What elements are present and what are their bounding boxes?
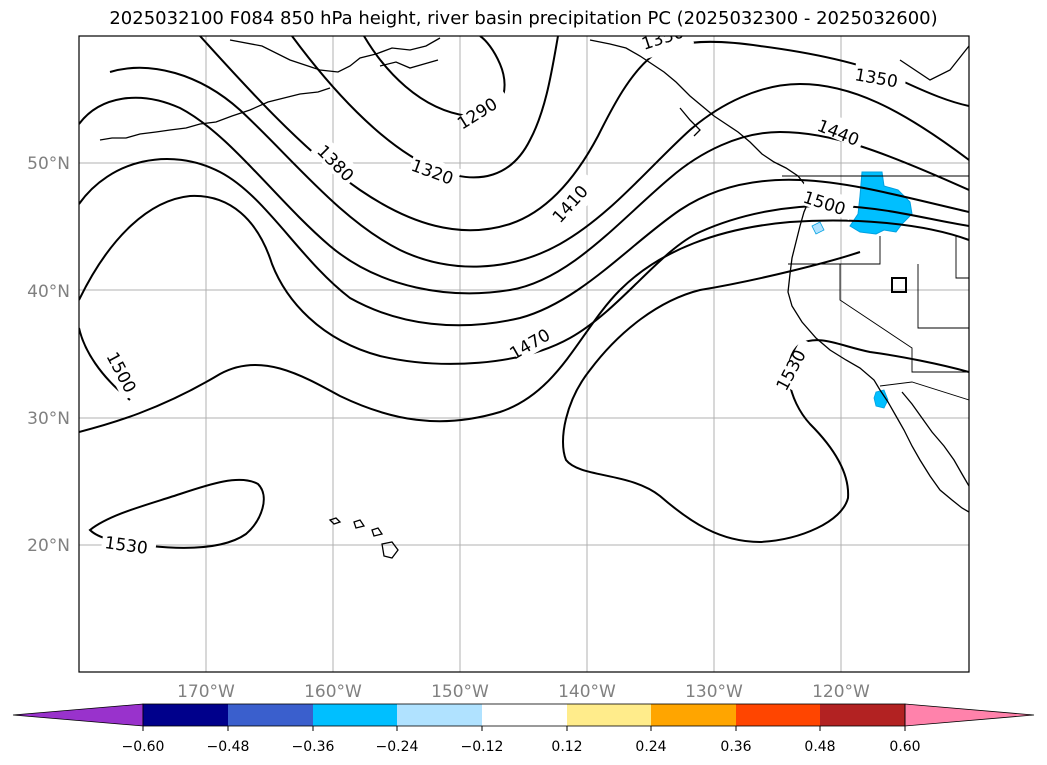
colorbar-tick: 0.12 xyxy=(551,739,582,755)
colorbar-tick: 0.36 xyxy=(720,739,751,755)
lat-label-20n: 20°N xyxy=(27,536,70,556)
colorbar-segment xyxy=(567,704,651,726)
colorbar: −0.60 −0.48 −0.36 −0.24 −0.12 0.12 0.24 … xyxy=(12,703,1035,755)
lon-label-120w: 120°W xyxy=(812,682,870,702)
colorbar-segment xyxy=(736,704,820,726)
gridlines xyxy=(79,36,969,672)
lon-label-160w: 160°W xyxy=(304,682,362,702)
lat-label-50n: 50°N xyxy=(27,154,70,174)
colorbar-tick: 0.48 xyxy=(804,739,835,755)
colorbar-extend-low xyxy=(12,703,144,727)
coastlines xyxy=(99,37,969,559)
lat-label-40n: 40°N xyxy=(27,282,70,302)
latitude-labels: 50°N 40°N 30°N 20°N xyxy=(27,154,70,556)
colorbar-tick: 0.24 xyxy=(635,739,666,755)
colorbar-segment xyxy=(228,704,313,726)
colorbar-tick: −0.36 xyxy=(292,739,335,755)
colorbar-segment xyxy=(143,704,228,726)
contour-label-1500-west: 1500 xyxy=(102,349,140,397)
lon-label-170w: 170°W xyxy=(177,682,235,702)
lon-label-150w: 150°W xyxy=(431,682,489,702)
colorbar-segment xyxy=(313,704,397,726)
colorbar-tick: 0.60 xyxy=(889,739,920,755)
lon-label-140w: 140°W xyxy=(558,682,616,702)
longitude-labels: 170°W 160°W 150°W 140°W 130°W 120°W xyxy=(177,682,870,702)
lon-label-130w: 130°W xyxy=(685,682,743,702)
colorbar-segment xyxy=(651,704,736,726)
colorbar-tick: −0.12 xyxy=(461,739,504,755)
colorbar-extend-high xyxy=(904,703,1035,727)
map-frame xyxy=(78,35,970,673)
colorbar-tick: −0.24 xyxy=(376,739,419,755)
colorbar-segment xyxy=(397,704,482,726)
colorbar-segment xyxy=(820,704,905,726)
colorbar-segment xyxy=(482,704,567,726)
colorbar-tick: −0.60 xyxy=(122,739,165,755)
map-title: 2025032100 F084 850 hPa height, river ba… xyxy=(109,8,938,29)
colorbar-tick: −0.48 xyxy=(207,739,250,755)
height-contours xyxy=(79,36,969,549)
lat-label-30n: 30°N xyxy=(27,409,70,429)
